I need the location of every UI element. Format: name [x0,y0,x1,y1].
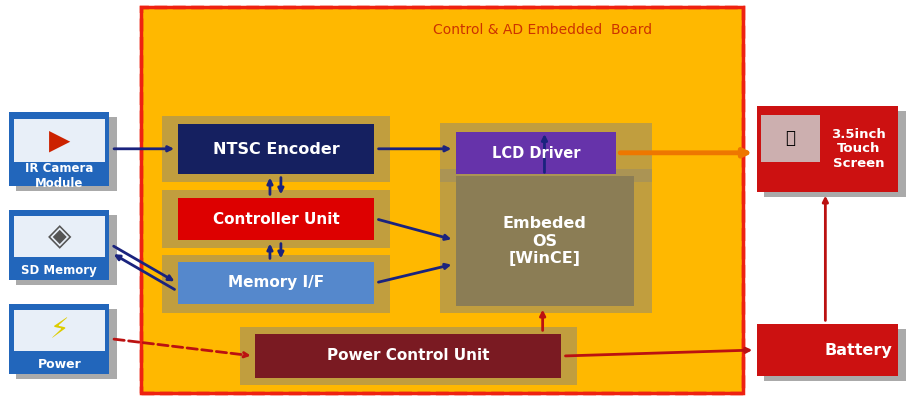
Text: Controller Unit: Controller Unit [212,212,339,226]
FancyBboxPatch shape [178,198,374,240]
Text: ◈: ◈ [47,222,71,251]
FancyBboxPatch shape [178,124,374,174]
FancyBboxPatch shape [178,262,374,304]
FancyBboxPatch shape [162,255,390,313]
FancyBboxPatch shape [440,169,651,313]
Text: NTSC Encoder: NTSC Encoder [212,142,339,156]
FancyBboxPatch shape [760,114,819,162]
FancyBboxPatch shape [14,216,105,257]
Text: Battery: Battery [824,342,892,358]
FancyBboxPatch shape [14,310,105,351]
Text: Embeded
OS
[WinCE]: Embeded OS [WinCE] [503,216,586,266]
FancyBboxPatch shape [16,215,117,285]
Text: SD Memory: SD Memory [21,264,97,277]
FancyBboxPatch shape [763,111,905,197]
FancyBboxPatch shape [14,119,105,162]
FancyBboxPatch shape [255,334,560,378]
FancyBboxPatch shape [141,7,742,393]
FancyBboxPatch shape [162,190,390,248]
Text: 3.5inch
Touch
Screen: 3.5inch Touch Screen [831,128,885,170]
Text: Memory I/F: Memory I/F [228,276,323,290]
Text: Power: Power [37,358,81,371]
Text: Control & AD Embedded  Board: Control & AD Embedded Board [433,23,651,37]
Text: ▶: ▶ [48,126,70,154]
FancyBboxPatch shape [756,324,897,376]
FancyBboxPatch shape [16,117,117,191]
FancyBboxPatch shape [756,106,897,192]
FancyBboxPatch shape [9,210,109,280]
FancyBboxPatch shape [9,304,109,374]
Text: IR Camera
Module: IR Camera Module [26,162,93,190]
FancyBboxPatch shape [9,112,109,186]
FancyBboxPatch shape [763,329,905,381]
FancyBboxPatch shape [162,116,390,182]
FancyBboxPatch shape [456,132,615,174]
Text: Power Control Unit: Power Control Unit [326,348,489,364]
Text: LCD Driver: LCD Driver [491,146,579,160]
FancyBboxPatch shape [240,327,577,385]
FancyBboxPatch shape [16,309,117,379]
Text: 🖥: 🖥 [784,129,794,147]
FancyBboxPatch shape [440,123,651,182]
FancyBboxPatch shape [456,176,633,306]
Text: ⚡: ⚡ [49,317,69,345]
